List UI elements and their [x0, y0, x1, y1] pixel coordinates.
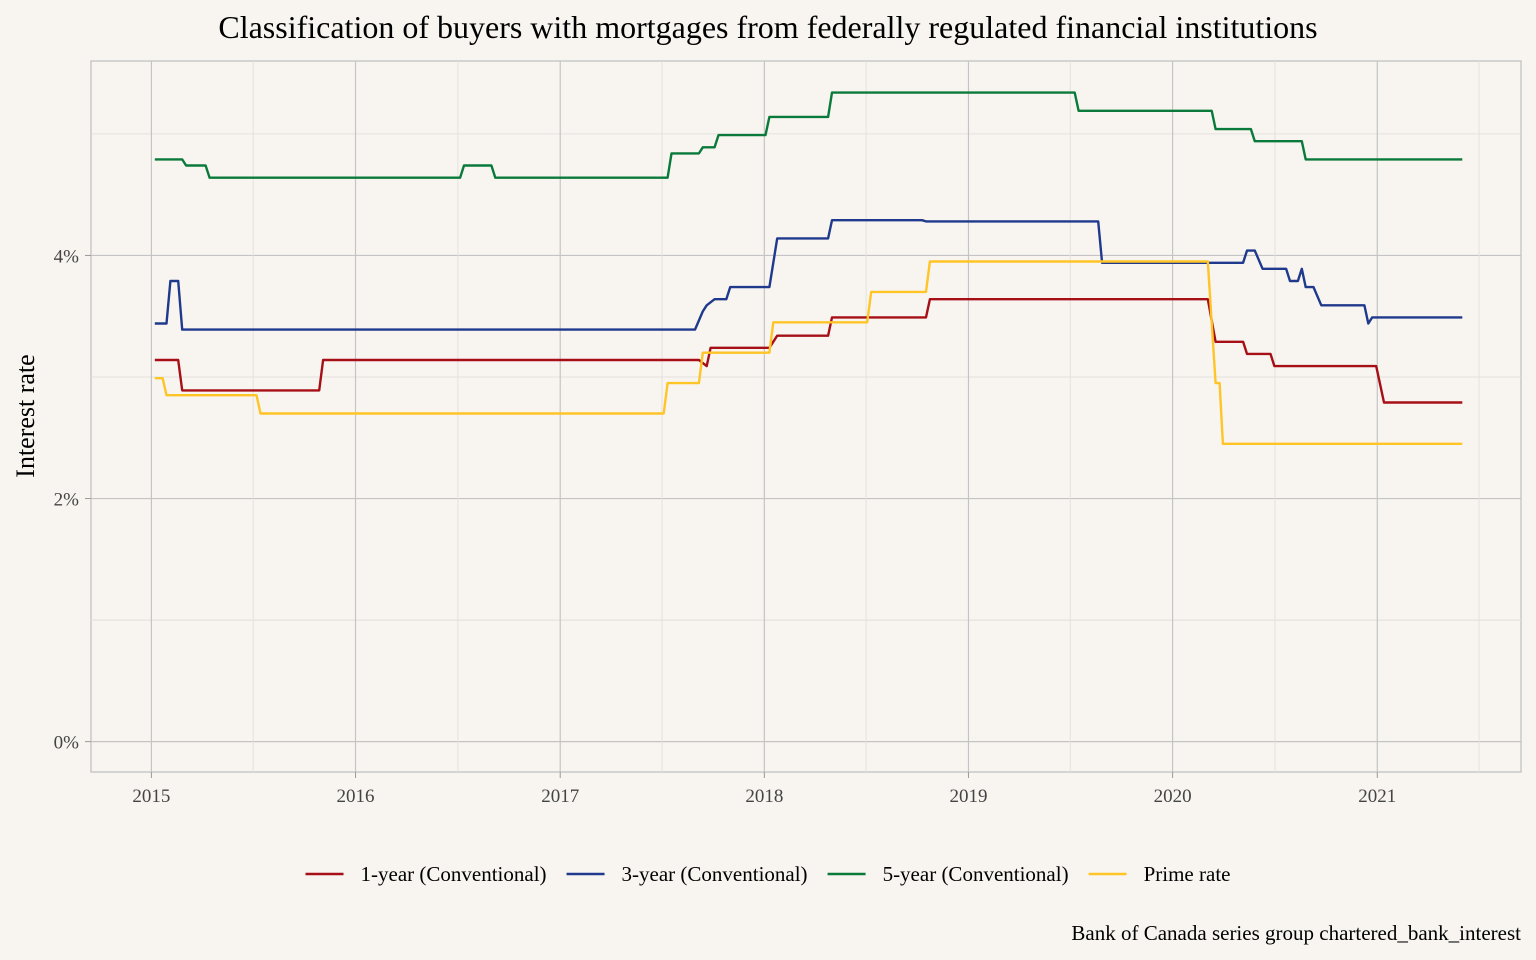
y-tick-label: 2%: [54, 490, 80, 511]
legend-item: 1-year (Conventional): [305, 862, 547, 886]
y-tick-label: 0%: [54, 733, 80, 754]
x-tick-label: 2016: [337, 786, 375, 807]
legend-item: 5-year (Conventional): [827, 862, 1069, 886]
legend-label: 3-year (Conventional): [622, 862, 808, 886]
legend-label: Prime rate: [1144, 862, 1231, 886]
plot-area: [90, 60, 1522, 773]
tick-labels: 0% 2% 4% 2015 2016 2017 2018 2019 2020 2021: [54, 246, 1397, 807]
x-tick-label: 2015: [132, 786, 170, 807]
series-line-2: [154, 219, 1463, 331]
x-tick-label: 2017: [541, 786, 579, 807]
legend: 1-year (Conventional) 3-year (Conventiona…: [305, 862, 1231, 886]
x-tick-label: 2019: [949, 786, 987, 807]
legend-item: 3-year (Conventional): [566, 862, 808, 886]
series-line-3: [154, 91, 1463, 179]
x-tick-label: 2021: [1358, 786, 1396, 807]
x-tick-label: 2018: [745, 786, 783, 807]
series-line-1: [154, 298, 1463, 404]
series-line-4: [154, 260, 1463, 445]
legend-label: 5-year (Conventional): [883, 862, 1069, 886]
legend-item: Prime rate: [1088, 862, 1231, 886]
series-lines: [154, 91, 1463, 445]
y-axis-label: Interest rate: [11, 354, 40, 477]
x-tick-label: 2020: [1154, 786, 1192, 807]
source-caption: Bank of Canada series group chartered_ba…: [1071, 921, 1521, 945]
chart-title: Classification of buyers with mortgages …: [218, 9, 1317, 45]
y-tick-label: 4%: [54, 246, 80, 267]
grid: [85, 61, 1521, 778]
legend-label: 1-year (Conventional): [361, 862, 547, 886]
